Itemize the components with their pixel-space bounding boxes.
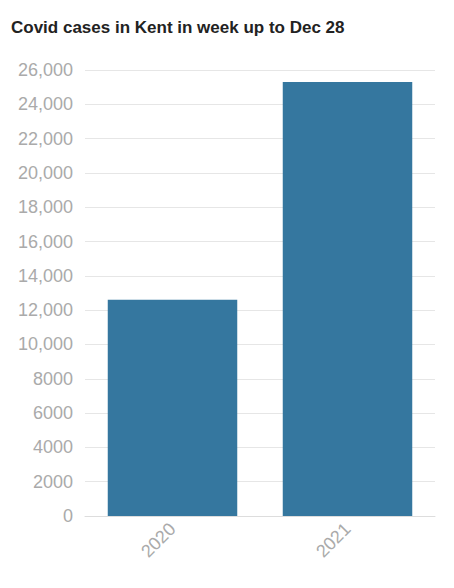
svg-text:0: 0 <box>63 506 73 526</box>
svg-text:2021: 2021 <box>312 519 354 561</box>
svg-text:Covid cases in Kent in week up: Covid cases in Kent in week up to Dec 28 <box>11 18 345 37</box>
svg-text:20,000: 20,000 <box>18 163 73 183</box>
svg-text:2020: 2020 <box>137 519 179 561</box>
svg-text:18,000: 18,000 <box>18 197 73 217</box>
svg-text:10,000: 10,000 <box>18 334 73 354</box>
svg-text:6000: 6000 <box>33 403 73 423</box>
svg-text:22,000: 22,000 <box>18 129 73 149</box>
svg-text:4000: 4000 <box>33 437 73 457</box>
svg-text:26,000: 26,000 <box>18 60 73 80</box>
svg-text:14,000: 14,000 <box>18 266 73 286</box>
svg-text:8000: 8000 <box>33 369 73 389</box>
svg-text:2000: 2000 <box>33 472 73 492</box>
svg-text:16,000: 16,000 <box>18 232 73 252</box>
svg-text:24,000: 24,000 <box>18 94 73 114</box>
svg-text:12,000: 12,000 <box>18 300 73 320</box>
